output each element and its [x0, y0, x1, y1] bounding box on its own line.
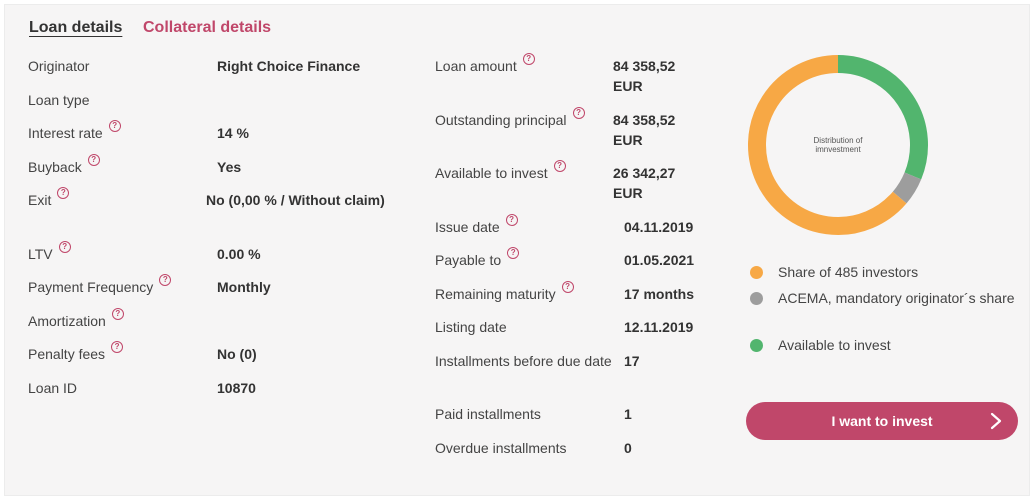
tab-loan-details[interactable]: Loan details: [29, 19, 123, 36]
available-to-invest-value: 26 342,27 EUR: [613, 165, 676, 201]
listing-date-value: 12.11.2019: [624, 319, 694, 335]
chevron-right-icon: [990, 412, 1002, 430]
invest-button[interactable]: I want to invest: [746, 402, 1018, 440]
tab-collateral-details[interactable]: Collateral details: [143, 19, 272, 36]
installments-before-due-label: Installments before due date: [435, 353, 612, 369]
legend-item: Share of 485 investors: [750, 262, 1020, 282]
help-icon[interactable]: ?: [108, 120, 121, 132]
donut-segment: [892, 172, 922, 204]
help-icon[interactable]: ?: [58, 241, 71, 253]
buyback-label: Buyback?: [28, 154, 100, 177]
exit-value: No (0,00 % / Without claim): [206, 192, 385, 208]
help-icon[interactable]: ?: [522, 53, 535, 65]
legend-item: ACEMA, mandatory originator´s share: [750, 288, 1020, 308]
legend-item: Available to invest: [750, 335, 1020, 355]
legend-label: Available to invest: [778, 337, 891, 353]
help-icon[interactable]: ?: [507, 247, 520, 259]
buyback-value: Yes: [217, 159, 242, 175]
legend-color-dot: [750, 292, 763, 305]
loan-amount-value: 84 358,52 EUR: [613, 58, 676, 94]
paid-installments-label: Paid installments: [435, 406, 541, 422]
installments-before-due-value: 17: [624, 353, 640, 369]
outstanding-principal-label: Outstanding principal?: [435, 107, 585, 130]
help-icon[interactable]: ?: [57, 187, 70, 199]
exit-label: Exit?: [28, 187, 70, 210]
interest-rate-label: Interest rate?: [28, 120, 121, 143]
ltv-value: 0.00 %: [217, 246, 261, 262]
outstanding-principal-value: 84 358,52 EUR: [613, 112, 676, 148]
help-icon[interactable]: ?: [87, 154, 100, 166]
legend-label: Share of 485 investors: [778, 264, 919, 280]
amortization-label: Amortization?: [28, 308, 124, 331]
available-to-invest-label: Available to invest?: [435, 160, 566, 183]
donut-svg: [748, 55, 928, 235]
legend-color-dot: [750, 266, 763, 279]
remaining-maturity-value: 17 months: [624, 286, 695, 302]
payable-to-label: Payable to?: [435, 247, 520, 270]
loan-type-label: Loan type: [28, 92, 90, 108]
overdue-installments-value: 0: [624, 440, 632, 456]
remaining-maturity-label: Remaining maturity?: [435, 281, 574, 304]
distribution-donut: Distribution of imnvestment: [746, 53, 930, 237]
donut-segment: [748, 55, 907, 235]
loan-id-label: Loan ID: [28, 380, 78, 396]
issue-date-value: 04.11.2019: [624, 219, 694, 235]
overdue-installments-label: Overdue installments: [435, 440, 567, 456]
help-icon[interactable]: ?: [159, 274, 172, 286]
listing-date-label: Listing date: [435, 319, 507, 335]
originator-label: Originator: [28, 58, 90, 74]
legend-color-dot: [750, 339, 763, 352]
ltv-label: LTV?: [28, 241, 71, 264]
help-icon[interactable]: ?: [572, 107, 585, 119]
payment-frequency-label: Payment Frequency?: [28, 274, 172, 297]
payable-to-value: 01.05.2021: [624, 252, 695, 268]
help-icon[interactable]: ?: [111, 308, 124, 320]
issue-date-label: Issue date?: [435, 214, 518, 237]
penalty-fees-label: Penalty fees?: [28, 341, 124, 364]
help-icon[interactable]: ?: [553, 160, 566, 172]
loan-panel: Loan details Collateral details Originat…: [4, 4, 1030, 496]
help-icon[interactable]: ?: [505, 214, 518, 226]
loan-id-value: 10870: [217, 380, 256, 396]
help-icon[interactable]: ?: [561, 281, 574, 293]
payment-frequency-value: Monthly: [217, 279, 271, 295]
originator-value: Right Choice Finance: [217, 58, 361, 74]
donut-caption: Distribution of imnvestment: [813, 136, 863, 154]
paid-installments-value: 1: [624, 406, 632, 422]
legend-label: ACEMA, mandatory originator´s share: [778, 290, 1015, 306]
invest-button-label: I want to invest: [831, 413, 933, 429]
interest-rate-value: 14 %: [217, 125, 249, 141]
loan-amount-label: Loan amount?: [435, 53, 535, 76]
penalty-fees-value: No (0): [217, 346, 257, 362]
help-icon[interactable]: ?: [111, 341, 124, 353]
donut-segment: [837, 55, 928, 180]
